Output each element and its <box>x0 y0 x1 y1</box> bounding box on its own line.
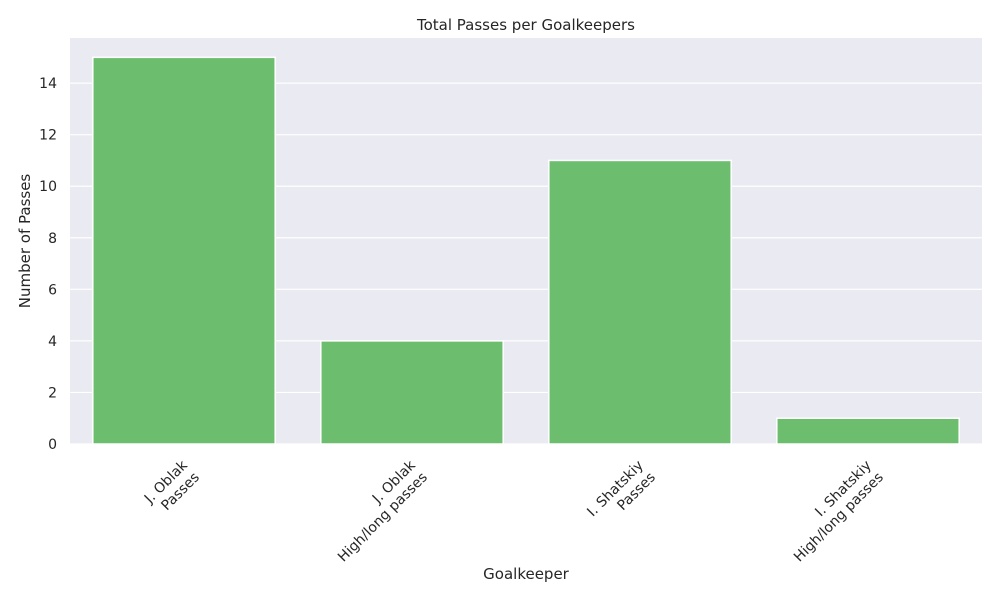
y-axis-ticks: 0 2 4 6 8 10 12 14 <box>39 76 57 453</box>
y-tick-label: 12 <box>39 128 57 144</box>
y-tick-label: 4 <box>48 334 57 350</box>
y-tick-label: 0 <box>48 437 57 453</box>
x-tick-label: I. ShatskiyPasses <box>584 458 659 533</box>
bar <box>320 340 504 445</box>
bar <box>776 417 960 445</box>
x-tick-label: J. OblakPasses <box>141 457 204 520</box>
y-tick-label: 10 <box>39 179 57 195</box>
y-tick-label: 8 <box>48 231 57 247</box>
y-tick-label: 6 <box>48 282 57 298</box>
bars <box>92 56 960 445</box>
bar <box>92 56 276 445</box>
chart-title: Total Passes per Goalkeepers <box>416 16 635 34</box>
y-tick-label: 14 <box>39 76 57 92</box>
x-tick-label: I. ShatskiyHigh/long passes <box>779 458 887 566</box>
x-tick-label: J. OblakHigh/long passes <box>323 457 431 565</box>
y-axis-label: Number of Passes <box>16 174 34 309</box>
x-axis-label: Goalkeeper <box>483 565 570 583</box>
x-axis-ticks: J. OblakPasses J. OblakHigh/long passes I.… <box>141 457 887 565</box>
y-tick-label: 2 <box>48 385 57 401</box>
bar <box>548 159 732 445</box>
